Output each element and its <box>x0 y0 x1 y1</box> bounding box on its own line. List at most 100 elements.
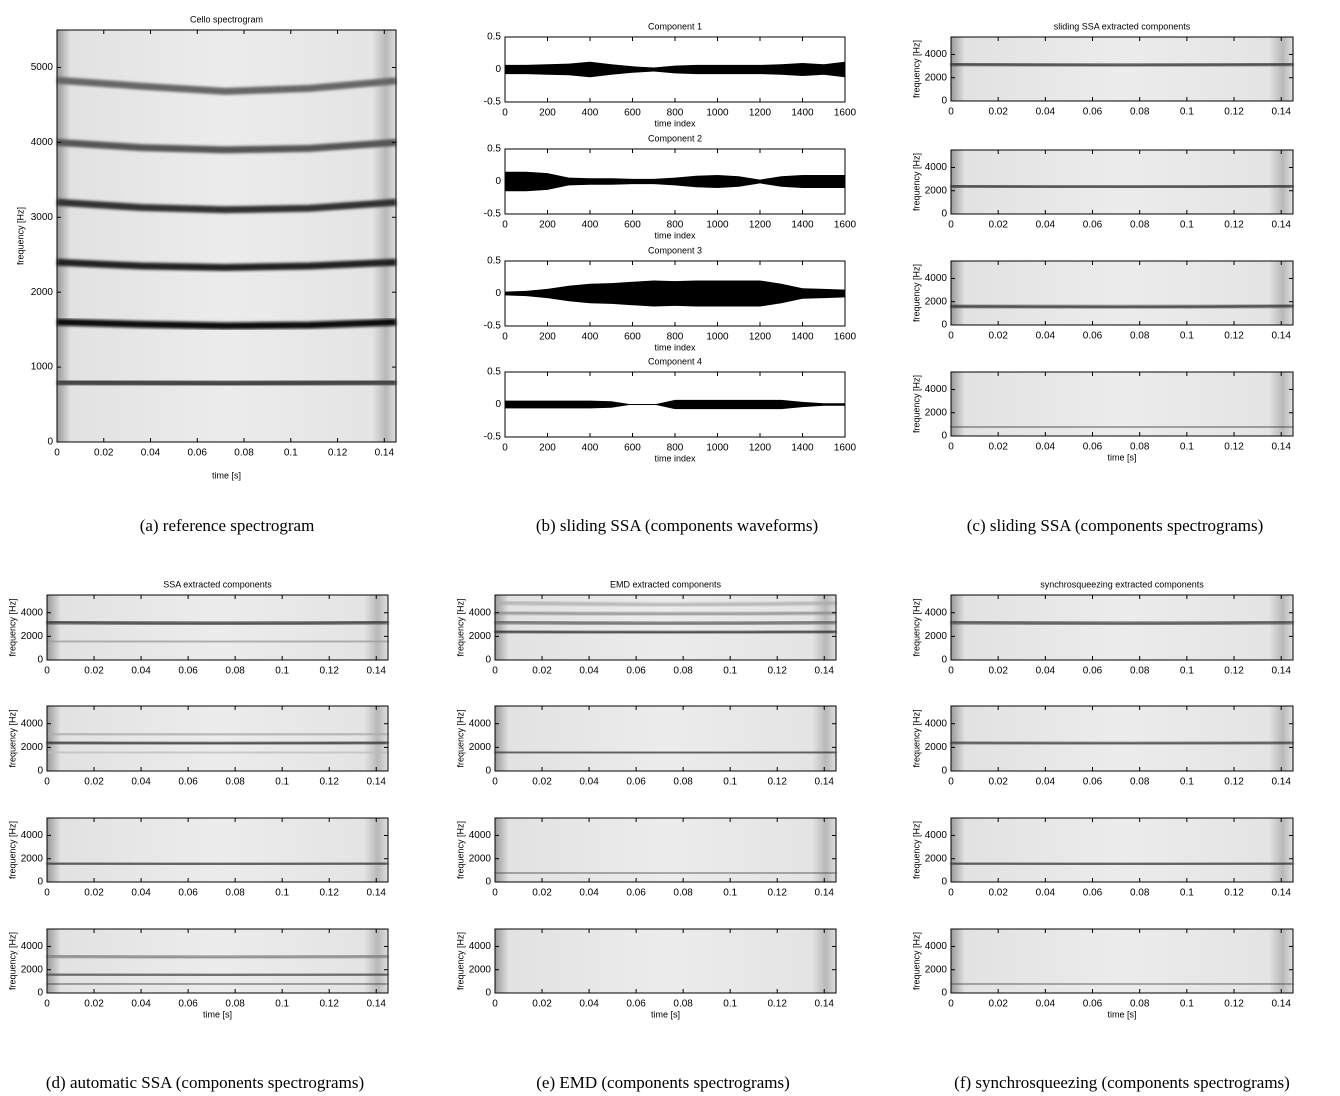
ridge <box>951 64 1293 65</box>
x-tick-label: 0.14 <box>1271 220 1291 231</box>
x-axis-label: time index <box>654 342 696 352</box>
ridge <box>951 743 1293 744</box>
y-tick-label: -0.5 <box>484 209 502 220</box>
subplot-title: SSA extracted components <box>163 579 272 589</box>
x-tick-label: 0 <box>948 888 954 899</box>
y-tick-label: 4000 <box>925 384 948 395</box>
ridge <box>57 322 396 326</box>
x-tick-label: 0.08 <box>225 888 245 899</box>
x-tick-label: 1000 <box>706 443 729 454</box>
y-tick-label: 2000 <box>31 287 54 298</box>
x-tick-label: 800 <box>667 332 684 343</box>
y-tick-label: 2000 <box>21 631 44 642</box>
spectrogram-background <box>951 150 1293 214</box>
y-axis-label: frequency [Hz] <box>911 709 921 767</box>
x-tick-label: 0 <box>44 888 50 899</box>
x-tick-label: 0.08 <box>1130 777 1150 788</box>
y-tick-label: -0.5 <box>484 97 502 108</box>
x-tick-label: 0.12 <box>1224 999 1244 1010</box>
y-tick-label: 4000 <box>31 137 54 148</box>
x-tick-label: 0.06 <box>1083 442 1103 453</box>
y-tick-label: 3000 <box>31 212 54 223</box>
x-tick-label: 0.06 <box>626 666 646 677</box>
y-tick-label: 4000 <box>925 162 948 173</box>
y-tick-label: 2000 <box>469 853 492 864</box>
x-tick-label: 0.1 <box>1180 331 1194 342</box>
ridge <box>495 752 836 753</box>
x-tick-label: 0 <box>502 332 508 343</box>
x-tick-label: 0.06 <box>626 888 646 899</box>
ridge <box>47 752 388 753</box>
ridge <box>495 632 836 633</box>
x-tick-label: 1000 <box>706 332 729 343</box>
x-tick-label: 0 <box>54 448 60 459</box>
y-tick-label: 0 <box>941 96 947 107</box>
ridge <box>495 613 836 614</box>
y-tick-label: 4000 <box>925 718 948 729</box>
x-tick-label: 200 <box>539 220 556 231</box>
x-tick-label: 600 <box>624 332 641 343</box>
x-tick-label: 0.12 <box>1224 777 1244 788</box>
y-tick-label: 2000 <box>925 853 948 864</box>
x-tick-label: 0.12 <box>1224 331 1244 342</box>
caption: (e) EMD (components spectrograms) <box>536 1073 790 1092</box>
y-tick-label: 4000 <box>925 49 948 60</box>
caption: (d) automatic SSA (components spectrogra… <box>46 1073 364 1092</box>
x-tick-label: 1400 <box>791 332 814 343</box>
y-tick-label: 2000 <box>21 742 44 753</box>
x-axis-label: time [s] <box>212 470 241 480</box>
y-tick-label: 4000 <box>21 941 44 952</box>
spectrogram-background <box>495 929 836 993</box>
y-tick-label: 0 <box>47 437 53 448</box>
subplot-title: Component 3 <box>648 245 702 255</box>
x-tick-label: 0.12 <box>319 777 339 788</box>
figure: (a) reference spectrogram (b) sliding SS… <box>0 0 1340 1096</box>
x-tick-label: 0.06 <box>1083 107 1103 118</box>
x-tick-label: 0 <box>502 220 508 231</box>
y-tick-label: 2000 <box>925 631 948 642</box>
x-tick-label: 0.1 <box>1180 220 1194 231</box>
caption: (c) sliding SSA (components spectrograms… <box>967 516 1264 535</box>
caption: (b) sliding SSA (components waveforms) <box>536 516 818 535</box>
y-axis-label: frequency [Hz] <box>455 598 465 656</box>
y-tick-label: 2000 <box>925 185 948 196</box>
y-tick-label: 0.5 <box>487 367 501 378</box>
x-tick-label: 0.12 <box>767 999 787 1010</box>
x-tick-label: 0.06 <box>626 777 646 788</box>
spectrogram-background <box>951 818 1293 882</box>
x-tick-label: 0.06 <box>178 777 198 788</box>
y-tick-label: 4000 <box>469 941 492 952</box>
y-tick-label: 0 <box>495 288 501 299</box>
x-axis-label: time [s] <box>651 1009 680 1019</box>
y-tick-label: 0 <box>495 399 501 410</box>
spectrogram-background <box>47 595 388 660</box>
x-tick-label: 0.14 <box>367 888 387 899</box>
x-tick-label: 0.06 <box>1083 666 1103 677</box>
ridge <box>47 641 388 642</box>
y-axis-label: frequency [Hz] <box>911 932 921 990</box>
x-tick-label: 0.08 <box>225 999 245 1010</box>
x-tick-label: 0.04 <box>579 888 599 899</box>
x-tick-label: 0.02 <box>988 442 1008 453</box>
x-tick-label: 0.04 <box>1036 888 1056 899</box>
x-tick-label: 600 <box>624 108 641 119</box>
x-tick-label: 0.08 <box>673 999 693 1010</box>
x-tick-label: 0.08 <box>225 777 245 788</box>
y-tick-label: 0 <box>485 766 491 777</box>
ridge <box>47 974 388 975</box>
x-tick-label: 0.14 <box>375 448 395 459</box>
x-tick-label: 0.08 <box>1130 220 1150 231</box>
x-tick-label: 0 <box>492 888 498 899</box>
x-tick-label: 0.14 <box>1271 442 1291 453</box>
x-tick-label: 0.14 <box>815 999 835 1010</box>
x-tick-label: 0.04 <box>1036 442 1056 453</box>
x-tick-label: 0.02 <box>94 448 114 459</box>
x-tick-label: 1200 <box>749 443 772 454</box>
y-tick-label: 2000 <box>469 964 492 975</box>
x-tick-label: 1600 <box>834 108 857 119</box>
y-tick-label: 4000 <box>469 830 492 841</box>
ridge <box>951 306 1293 307</box>
ridge <box>47 956 388 957</box>
x-tick-label: 1000 <box>706 220 729 231</box>
x-tick-label: 600 <box>624 443 641 454</box>
